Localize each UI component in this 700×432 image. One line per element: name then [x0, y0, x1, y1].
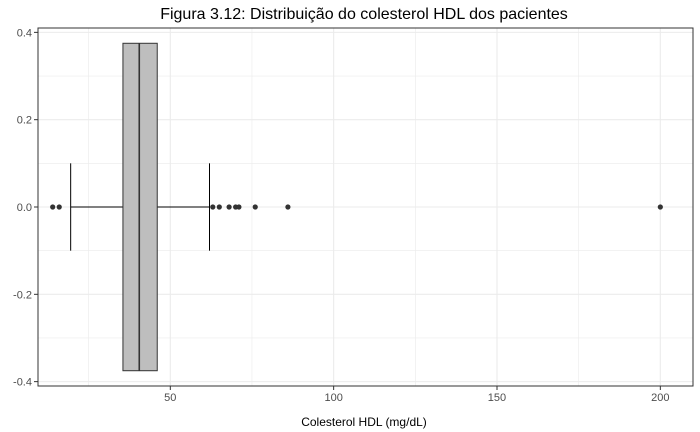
outlier-point [285, 204, 291, 210]
x-tick-label: 100 [324, 392, 342, 404]
y-tick-label: 0.4 [17, 27, 32, 39]
plot-marks [50, 42, 663, 372]
y-tick-label: -0.4 [13, 377, 32, 389]
outlier-point [216, 204, 222, 210]
chart-title: Figura 3.12: Distribuição do colesterol … [160, 6, 568, 23]
iqr-box [122, 42, 158, 372]
outlier-point [657, 204, 663, 210]
axes: 50 100 150 200 -0.4 -0.2 0.0 0.2 0.4 [13, 27, 669, 404]
outlier-point [210, 204, 216, 210]
x-axis-label: Colesterol HDL (mg/dL) [301, 415, 427, 429]
outlier-point [236, 204, 242, 210]
outlier-point [50, 204, 56, 210]
x-tick-label: 200 [651, 392, 669, 404]
y-tick-label: -0.2 [13, 289, 32, 301]
x-tick-label: 50 [164, 392, 176, 404]
outlier-point [252, 204, 258, 210]
outlier-point [226, 204, 232, 210]
x-tick-label: 150 [488, 392, 506, 404]
y-tick-label: 0.2 [17, 115, 32, 127]
y-tick-label: 0.0 [17, 202, 32, 214]
outlier-point [56, 204, 62, 210]
